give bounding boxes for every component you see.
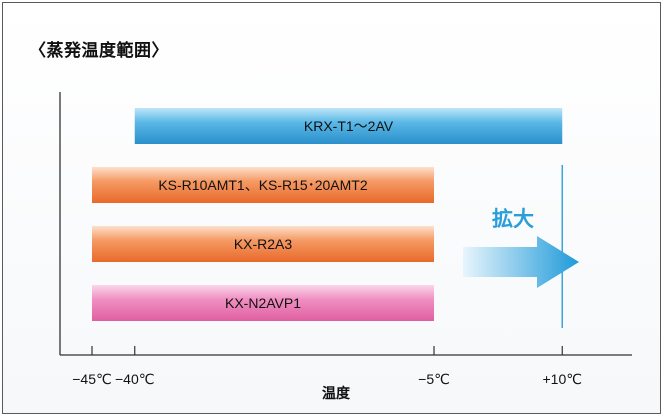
- x-tick-label-0: −45℃: [72, 371, 111, 387]
- chart-title: 〈蒸発温度範囲〉: [29, 41, 169, 60]
- chart-panel: 〈蒸発温度範囲〉: [2, 2, 661, 414]
- range-bar-label-2: KX-R2A3: [234, 236, 293, 252]
- x-tick-label-3: +10℃: [543, 371, 582, 387]
- range-bar-label-0: KRX-T1〜2AV: [304, 118, 394, 134]
- x-tick-label-1: −40℃: [115, 371, 154, 387]
- range-bar-1: [92, 167, 434, 203]
- range-bar-0: [134, 108, 563, 144]
- range-bar-3: [92, 285, 434, 321]
- range-bar-label-3: KX-N2AVP1: [225, 295, 301, 311]
- annotation-label: 拡大: [492, 207, 534, 231]
- range-bar-2: [92, 226, 434, 262]
- expand-arrow: [463, 236, 579, 288]
- x-axis-label: 温度: [322, 385, 351, 401]
- x-tick-label-2: −5℃: [418, 371, 450, 387]
- range-bar-label-1: KS-R10AMT1、KS-R15･20AMT2: [158, 177, 368, 193]
